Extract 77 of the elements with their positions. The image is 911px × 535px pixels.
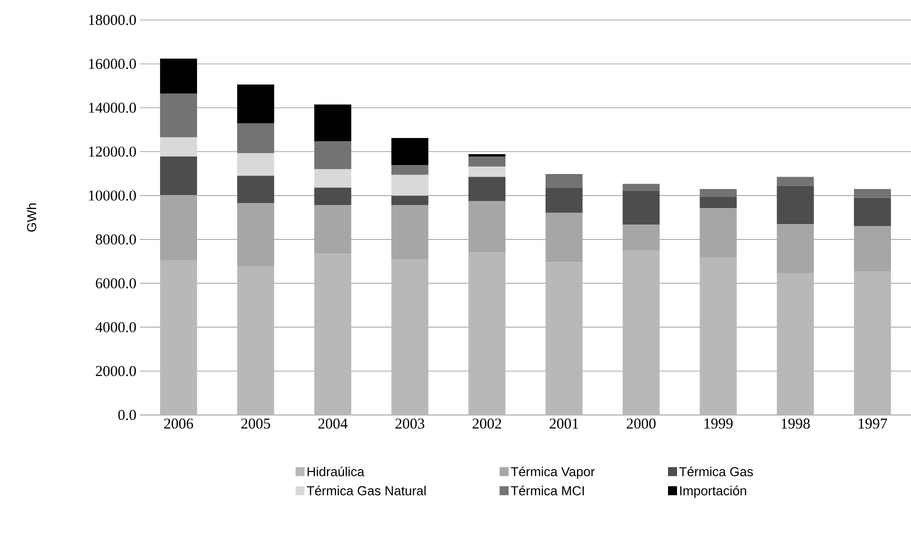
bar — [776, 273, 814, 415]
y-tick-label: 8000.0 — [96, 234, 136, 245]
y-tick-label: 16000.0 — [89, 58, 136, 69]
bar — [314, 141, 352, 170]
bar — [237, 123, 274, 154]
x-tick-label: 1999 — [704, 418, 733, 429]
x-tick-label: 2005 — [241, 418, 270, 429]
bar — [468, 201, 506, 253]
y-tick-label: 12000.0 — [89, 146, 136, 157]
y-tick-label: 2000.0 — [96, 366, 136, 376]
bar — [160, 137, 198, 156]
bar — [391, 204, 428, 259]
bar — [160, 195, 198, 260]
bar — [854, 226, 891, 272]
bar — [391, 138, 428, 166]
bar — [468, 156, 506, 167]
bar — [622, 184, 660, 191]
bar — [854, 188, 891, 198]
legend-label: Térmica Vapor — [510, 466, 595, 479]
bar — [237, 266, 274, 415]
bar — [237, 203, 274, 266]
bar — [237, 84, 274, 124]
bar — [776, 176, 814, 186]
legend-label: Térmica MCI — [510, 486, 584, 496]
bar — [314, 188, 352, 205]
bar — [546, 262, 583, 415]
bar — [391, 196, 428, 205]
bar — [468, 176, 506, 202]
y-tick-label: 6000.0 — [96, 278, 136, 288]
y-tick-label: 14000.0 — [89, 102, 136, 113]
x-tick-label: 2000 — [626, 418, 656, 429]
bar — [854, 272, 891, 415]
bar — [546, 212, 583, 262]
y-tick-label: 10000.0 — [89, 190, 136, 201]
bar — [314, 254, 352, 415]
bar — [546, 188, 583, 213]
bar — [160, 94, 198, 138]
bar — [391, 165, 428, 175]
x-tick-label: 2003 — [396, 418, 424, 429]
legend-label: Térmica Gas Natural — [306, 486, 426, 496]
legend-label: Hidraúlica — [308, 466, 364, 476]
bar — [160, 58, 198, 94]
bar — [700, 256, 737, 415]
bar — [237, 176, 274, 204]
bar — [314, 104, 352, 142]
bar — [160, 156, 198, 196]
bar — [160, 260, 198, 415]
bar — [622, 190, 660, 225]
bar — [391, 258, 428, 415]
bar — [776, 186, 814, 224]
x-tick-label: 2001 — [550, 418, 578, 429]
bar — [622, 250, 660, 415]
bar — [468, 166, 506, 177]
x-tick-label: 1997 — [858, 418, 887, 429]
bar — [700, 208, 737, 257]
y-tick-label: 0.0 — [118, 410, 136, 420]
x-tick-label: 2004 — [318, 418, 348, 429]
y-tick-label: 18000.0 — [89, 14, 136, 26]
bar — [776, 224, 814, 274]
bar — [314, 169, 352, 188]
bar — [700, 188, 737, 197]
x-tick-label: 2002 — [472, 418, 502, 429]
y-axis-title: GWh — [26, 204, 36, 232]
x-tick-label: 2006 — [164, 418, 194, 429]
bar — [854, 198, 891, 226]
bar — [546, 174, 583, 188]
bar — [237, 153, 274, 176]
legend-label: Importación — [680, 486, 746, 498]
legend-label: Térmica Gas — [679, 466, 753, 476]
bar — [391, 174, 428, 196]
bar — [468, 252, 506, 415]
bar — [700, 196, 737, 208]
bar — [622, 224, 660, 250]
bar — [314, 204, 352, 254]
x-tick-label: 1998 — [782, 418, 810, 429]
y-tick-label: 4000.0 — [96, 322, 136, 332]
bar — [468, 154, 506, 157]
